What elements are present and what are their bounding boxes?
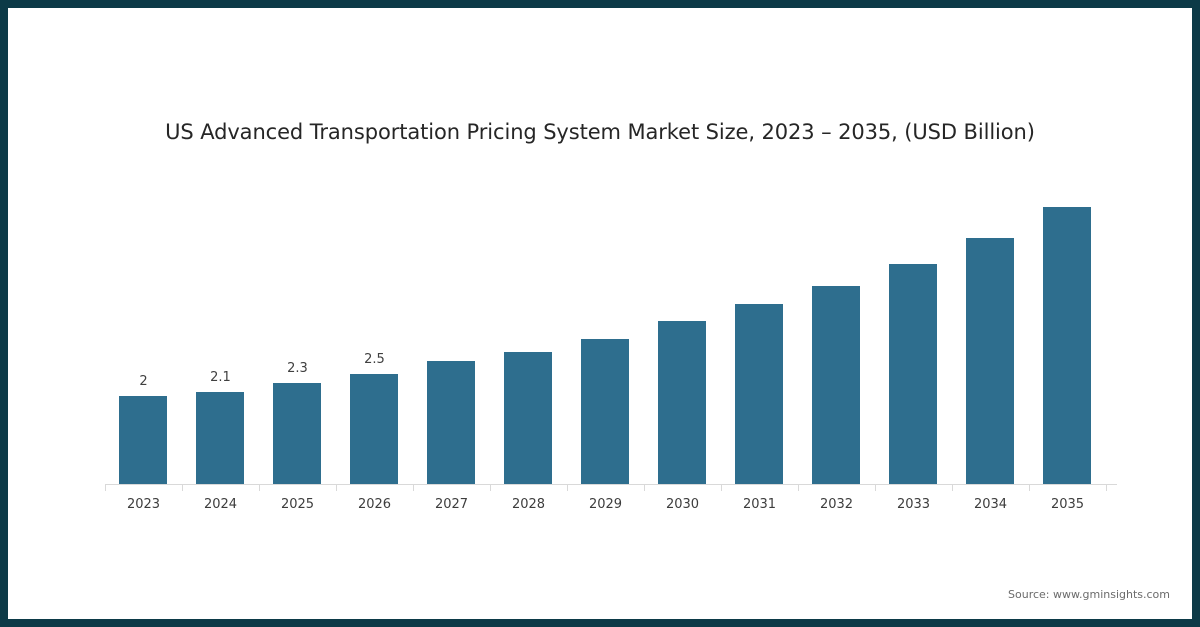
bar[interactable] [735,303,783,484]
x-axis-tick [490,484,491,491]
x-axis-tick [1029,484,1030,491]
chart-title: US Advanced Transportation Pricing Syste… [165,120,1035,144]
x-axis-label: 2026 [357,497,392,512]
x-axis-label: 2023 [126,497,161,512]
bar-group [567,198,644,484]
bar[interactable] [889,264,937,484]
x-axis-label: 2025 [280,497,315,512]
bar[interactable] [427,360,475,484]
x-axis-line [105,484,1117,485]
bar-group: 2.5 [336,198,413,484]
bar-group [875,198,952,484]
bar-group: 2.1 [182,198,259,484]
x-axis-label: 2034 [973,497,1008,512]
bar[interactable] [581,338,629,484]
bar-group [413,198,490,484]
x-axis-tick [105,484,106,491]
bar[interactable] [504,352,552,484]
bar-group [644,198,721,484]
x-axis-tick [875,484,876,491]
bar-value-label: 2 [139,374,148,389]
bar[interactable] [273,382,321,484]
x-axis-label: 2027 [434,497,469,512]
bar-group: 2 [105,198,182,484]
source-attribution: Source: www.gminsights.com [1008,588,1170,601]
x-axis-tick [182,484,183,491]
x-axis-label: 2024 [203,497,238,512]
x-axis-label: 2030 [665,497,700,512]
x-axis-label: 2033 [896,497,931,512]
bar[interactable] [350,374,398,484]
x-axis-label: 2031 [742,497,777,512]
bar-group [1029,198,1106,484]
x-axis-tick [952,484,953,491]
x-axis-tick [798,484,799,491]
x-axis-tick [413,484,414,491]
bar-group [952,198,1029,484]
bar-group [798,198,875,484]
x-axis-tick [644,484,645,491]
bar[interactable] [196,391,244,484]
bar-group [721,198,798,484]
bar-value-label: 2.3 [287,360,308,376]
bar[interactable] [966,237,1014,484]
plot-area: 2 2.1 2.3 2.5 [105,198,1115,484]
bar-group [490,198,567,484]
x-axis-tick [336,484,337,491]
bar-value-label: 2.5 [364,352,385,367]
x-axis-tick [721,484,722,491]
bar[interactable] [658,321,706,484]
bar[interactable] [1043,206,1091,484]
x-axis-label: 2029 [588,497,623,512]
x-axis-label: 2028 [511,497,546,512]
x-axis-tick [1106,484,1107,491]
x-axis-label: 2035 [1050,497,1085,512]
bar[interactable] [812,286,860,484]
x-axis-tick [567,484,568,491]
bar[interactable] [119,396,167,484]
x-axis-tick [259,484,260,491]
bar-value-label: 2.1 [210,369,231,385]
bar-group: 2.3 [259,198,336,484]
x-axis-label: 2032 [819,497,854,512]
